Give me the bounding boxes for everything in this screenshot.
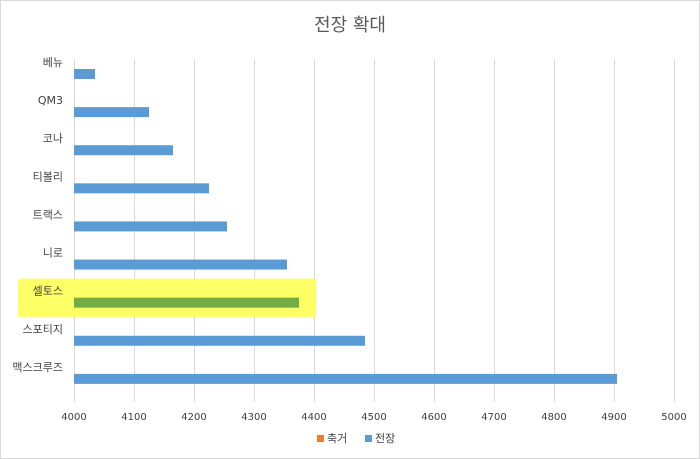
category-label: 코나 — [43, 132, 63, 145]
category-label: 맥스크루즈 — [12, 361, 63, 374]
category-label: 셀토스 — [33, 285, 63, 298]
bars — [74, 69, 617, 384]
x-tick-label: 4200 — [181, 412, 206, 423]
x-axis-tick-labels: 4000 4100 4200 4300 4400 4500 4600 4700 4800 4900… — [61, 412, 686, 423]
category-label: 니로 — [43, 247, 63, 260]
category-label: 스포티지 — [23, 323, 63, 336]
category-label: 베뉴 — [43, 56, 63, 69]
bar-베뉴 — [74, 69, 95, 79]
legend-swatch-전장 — [365, 435, 372, 442]
bar-티볼리 — [74, 183, 209, 194]
x-tick-label: 4700 — [481, 412, 506, 423]
bar-맥스크루즈 — [74, 373, 617, 384]
x-tick-label: 5000 — [661, 412, 686, 423]
legend-label: 축거 — [327, 432, 347, 445]
bar-코나 — [74, 145, 173, 156]
category-label: 트랙스 — [33, 208, 63, 221]
x-tick-label: 4100 — [121, 412, 146, 423]
x-tick-label: 4400 — [301, 412, 326, 423]
legend-swatch-축거 — [317, 435, 324, 442]
x-tick-label: 4300 — [241, 412, 266, 423]
bar-니로 — [74, 259, 287, 270]
legend: 축거 전장 — [317, 432, 395, 445]
bar-QM3 — [74, 107, 149, 118]
bar-스포티지 — [74, 335, 365, 346]
legend-label: 전장 — [375, 432, 395, 445]
x-tick-label: 4900 — [601, 412, 626, 423]
x-tick-label: 4600 — [421, 412, 446, 423]
category-label: 티볼리 — [33, 170, 63, 183]
bar-셀토스 — [74, 297, 299, 308]
x-tick-label: 4000 — [61, 412, 86, 423]
bar-트랙스 — [74, 221, 227, 232]
x-tick-label: 4800 — [541, 412, 566, 423]
x-tick-label: 4500 — [361, 412, 386, 423]
category-label: QM3 — [38, 94, 63, 107]
chart-title: 전장 확대 — [314, 15, 386, 36]
